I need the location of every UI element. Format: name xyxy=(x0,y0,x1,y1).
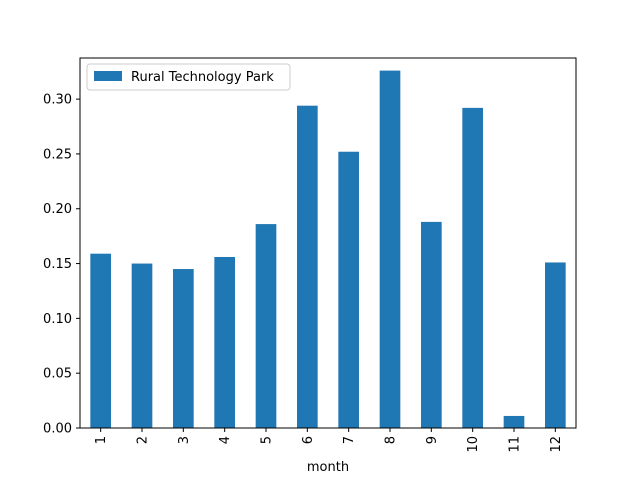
y-tick-label: 0.00 xyxy=(43,422,72,437)
bar-month-8 xyxy=(379,70,401,428)
x-tick-label-10: 10 xyxy=(466,436,481,453)
y-tick-label: 0.20 xyxy=(43,202,72,217)
y-tick-label: 0.25 xyxy=(43,147,72,162)
y-axis: 0.00 0.05 0.10 0.15 0.20 0.25 0.30 xyxy=(43,93,80,437)
legend: Rural Technology Park xyxy=(86,63,291,91)
bar-month-5 xyxy=(255,224,277,428)
bar-month-6 xyxy=(297,105,318,428)
bar-month-10 xyxy=(462,107,483,429)
legend-frame xyxy=(86,63,291,91)
bar-month-12 xyxy=(545,262,566,428)
legend-swatch xyxy=(94,71,122,81)
x-tick-label-7: 7 xyxy=(342,436,357,444)
y-tick-label: 0.15 xyxy=(43,257,72,272)
x-axis-label: month xyxy=(307,460,349,475)
bar-month-2 xyxy=(131,263,153,428)
bar-month-9 xyxy=(421,221,442,428)
x-tick-label-12: 12 xyxy=(549,436,564,453)
plot-frame xyxy=(79,57,577,429)
x-tick-label-9: 9 xyxy=(425,436,440,444)
x-axis: 1 2 3 4 5 6 7 8 9 10 11 12 xyxy=(94,428,564,453)
x-tick-label-6: 6 xyxy=(301,436,316,444)
y-tick-label: 0.10 xyxy=(43,312,72,327)
bar-month-11 xyxy=(503,415,525,428)
x-tick-label-1: 1 xyxy=(94,436,109,444)
bar-month-7 xyxy=(338,151,359,428)
x-tick-label-4: 4 xyxy=(218,436,233,444)
x-tick-label-3: 3 xyxy=(177,436,192,444)
x-tick-label-8: 8 xyxy=(384,436,399,444)
x-tick-label-2: 2 xyxy=(136,436,151,444)
y-tick-label: 0.30 xyxy=(43,93,72,108)
x-tick-label-5: 5 xyxy=(260,436,275,444)
y-tick-label: 0.05 xyxy=(43,367,72,382)
bar-month-3 xyxy=(173,269,194,428)
legend-label: Rural Technology Park xyxy=(131,70,274,85)
x-tick-label-11: 11 xyxy=(508,436,523,453)
bar-series xyxy=(90,70,566,429)
bar-month-1 xyxy=(90,253,111,428)
bar-month-4 xyxy=(214,256,235,428)
